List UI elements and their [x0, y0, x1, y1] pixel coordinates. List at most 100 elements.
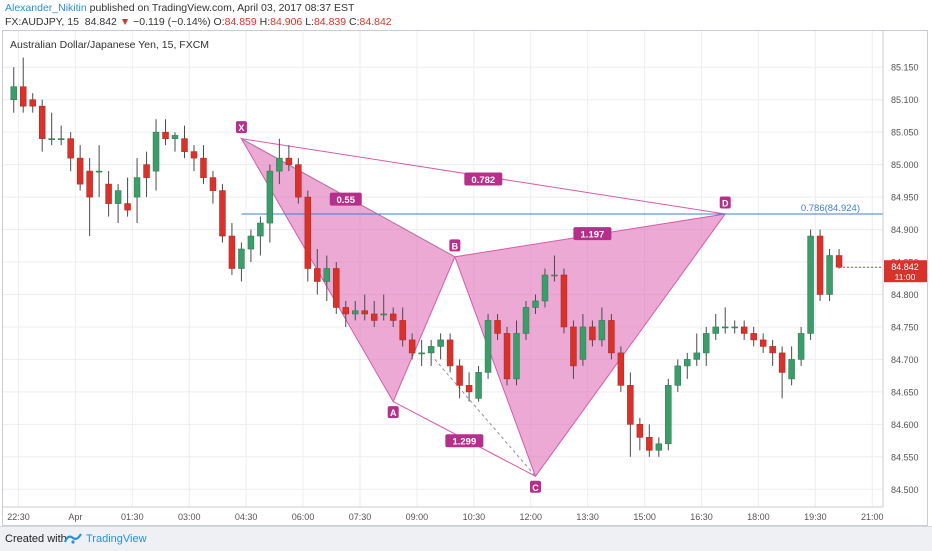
candle-down: [494, 320, 501, 334]
tradingview-brand[interactable]: TradingView: [86, 533, 147, 545]
candle-down: [446, 339, 454, 367]
candle-up: [655, 443, 663, 451]
close-value: 84.842: [359, 16, 392, 28]
candle-up: [522, 307, 530, 334]
y-tick-label: 84.650: [891, 387, 919, 397]
point-label: C: [532, 483, 539, 493]
low-label: L:: [305, 16, 314, 28]
candle-down: [342, 307, 350, 315]
candle-up: [731, 326, 738, 329]
open-value: 84.859: [224, 16, 257, 28]
candle-down: [86, 170, 93, 198]
candle-down: [750, 333, 757, 341]
x-tick-label: 13:30: [576, 512, 599, 522]
candle-up: [541, 274, 549, 302]
candle-down: [560, 274, 568, 328]
candle-up: [551, 274, 558, 277]
candle-up: [513, 333, 520, 380]
candle-up: [380, 313, 387, 316]
ratio-label-bg: [573, 227, 612, 241]
y-tick-label: 85.150: [891, 63, 919, 73]
candle-down: [285, 157, 293, 165]
y-tick-label: 84.800: [891, 290, 919, 300]
point-label-bg: [719, 196, 731, 209]
candle-down: [617, 352, 625, 386]
candle-up: [437, 339, 444, 347]
last-price-tag: [884, 260, 927, 283]
candle-up: [665, 385, 672, 445]
symbol-line: FX:AUDJPY, 15 84.842 ▼ −0.119 (−0.14%) O…: [5, 16, 392, 28]
bcd-triangle: [454, 213, 727, 478]
candle-down: [816, 235, 824, 295]
last-price-value: 84.842: [891, 262, 919, 272]
candle-up: [152, 131, 160, 172]
candle-down: [333, 268, 340, 308]
candle-up: [484, 320, 492, 373]
last-price: 84.842: [84, 16, 117, 28]
x-tick-label: 10:30: [463, 512, 486, 522]
low-value: 84.839: [313, 16, 347, 28]
candle-up: [48, 138, 55, 140]
axes: 84.500 84.550 84.600 84.650 84.700 84.750 84.8…: [3, 31, 927, 522]
ratio-label: 1.299: [452, 437, 476, 448]
candle-down: [465, 385, 473, 393]
candle-up: [807, 235, 814, 334]
ratio-label-bg: [445, 434, 484, 448]
candle-up: [427, 346, 435, 354]
point-label-bg: [529, 480, 541, 493]
candle-down: [503, 333, 511, 380]
chart-panel[interactable]: 0.786(84.924) 0.55 0.782 1.197 1.299 X A B C D 84…: [2, 30, 928, 526]
candle-up: [323, 268, 331, 282]
ratio-label: 0.55: [337, 195, 356, 206]
ratio-label: 0.782: [471, 175, 495, 186]
point-label: X: [238, 123, 244, 133]
x-tick-label: 18:00: [747, 512, 770, 522]
candle-down: [143, 164, 150, 178]
ratio-label-bg: [329, 192, 362, 206]
point-label-bg: [449, 239, 461, 252]
candlestick-chart[interactable]: 0.786(84.924) 0.55 0.782 1.197 1.299 X A B C D 84…: [3, 31, 927, 525]
high-value: 84.906: [270, 16, 303, 28]
created-with-label: Created with: [5, 533, 67, 545]
candle-down: [370, 313, 378, 321]
candle-up: [532, 300, 539, 308]
chart-title: Australian Dollar/Japanese Yen, 15, FXCM: [10, 39, 209, 51]
bar-countdown: 11:00: [895, 272, 916, 282]
candle-up: [684, 359, 691, 367]
candle-down: [105, 183, 112, 204]
candle-down: [759, 339, 767, 347]
candle-up: [57, 138, 65, 140]
x-tick-label: 22:30: [7, 512, 30, 522]
x-tick-label: 04:30: [235, 512, 258, 522]
price-change: −0.119 (−0.14%): [133, 16, 211, 28]
candle-down: [361, 310, 368, 315]
candle-down: [181, 138, 188, 152]
y-tick-label: 84.750: [891, 322, 919, 332]
y-tick-label: 84.950: [891, 193, 919, 203]
candle-down: [228, 235, 236, 269]
candle-up: [797, 333, 805, 360]
ratio-label: 1.197: [581, 230, 605, 241]
bc-dashed-line: [434, 359, 536, 477]
candle-down: [636, 424, 644, 438]
x-tick-label: 09:00: [406, 512, 429, 522]
y-tick-label: 84.900: [891, 225, 919, 235]
candle-down: [570, 326, 577, 367]
high-label: H:: [259, 16, 271, 28]
publish-info: published on TradingView.com, April 03, …: [89, 2, 355, 14]
candle-down: [608, 320, 615, 354]
candle-down: [408, 339, 416, 354]
candles: [10, 57, 843, 457]
author-link[interactable]: Alexander_Nikitin: [5, 2, 87, 14]
close-label: C:: [349, 16, 360, 28]
x-tick-label: 16:30: [690, 512, 713, 522]
candle-down: [162, 131, 169, 139]
x-tick-label: 21:00: [861, 512, 884, 522]
candle-up: [266, 170, 274, 224]
down-arrow-icon: ▼: [119, 16, 131, 28]
chart-header: Alexander_Nikitin published on TradingVi…: [0, 0, 932, 30]
x-tick-label: 15:00: [633, 512, 656, 522]
harmonic-pattern: 0.786(84.924) 0.55 0.782 1.197 1.299 X A B C D: [235, 121, 883, 493]
tradingview-logo-icon[interactable]: [63, 532, 82, 547]
candle-down: [67, 138, 74, 159]
